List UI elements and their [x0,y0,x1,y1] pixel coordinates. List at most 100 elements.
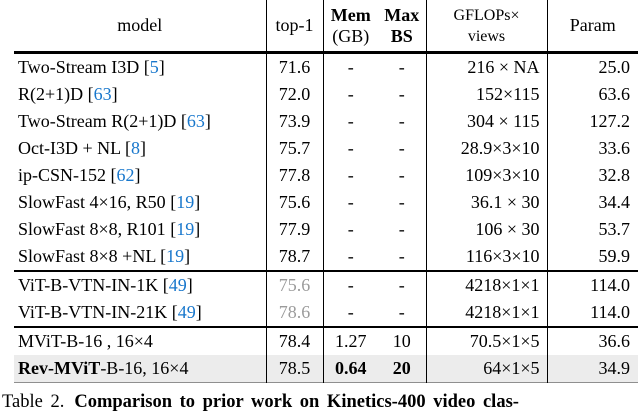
table-row: Two-Stream I3D [5] 71.6- -216 × NA 25.0 [14,52,638,81]
mem-cell: 1.27 [335,331,367,351]
table-row: ViT-B-VTN-IN-21K [49] 78.6- -4218×1×1 114.0 [14,299,638,327]
model-cell: ViT-B-VTN-IN-1K [49] [14,271,267,299]
bs-cell: - [378,52,427,81]
top1-cell: 73.9 [266,108,324,135]
citation-link[interactable]: 19 [176,192,195,212]
bs-cell: - [378,162,427,189]
top1-cell: 75.6 [266,189,324,216]
param-cell: 25.0 [598,57,631,77]
citation-link[interactable]: 19 [176,219,195,239]
cite-bracket-open: [ [180,111,187,131]
model-cell: Two-Stream R(2+1)D [63] [14,108,267,135]
table-row: Two-Stream R(2+1)D [63] 73.9- -304 × 115 12… [14,108,638,135]
cite-bracket-close: ] [186,275,193,295]
top1-cell: 77.8 [266,162,324,189]
model-cell: ViT-B-VTN-IN-21K [49] [14,299,267,327]
param-cell: 59.9 [598,246,631,266]
gflops-cell: 36.1 × 30 [426,189,548,216]
results-table: model top-1 Mem (GB) Max BS GFLOPs× view… [14,0,638,383]
cite-bracket-open: [ [143,57,150,77]
table-caption: Table 2. Comparison to prior work on Kine… [2,392,640,413]
table-row: MViT-B-16 , 16×4 78.4 1.27 10 70.5×1×5 36.6 [14,327,638,355]
gflops-cell: 70.5×1×5 [426,327,548,355]
model-name: SlowFast 4×16, R50 [18,192,171,212]
model-cell: SlowFast 4×16, R50 [19] [14,189,267,216]
col-header-mem-unit: (GB) [332,25,370,46]
model-name-bold: Rev-MViT [18,358,101,378]
table-body: Two-Stream I3D [5] 71.6- -216 × NA 25.0 R(2+… [14,52,638,383]
mem-cell: - [347,84,354,104]
citation-link[interactable]: 49 [177,302,196,322]
col-header-param: Param [569,15,616,35]
model-name: ip-CSN-152 [18,165,111,185]
header-row: model top-1 Mem (GB) Max BS GFLOPs× view… [14,0,638,53]
model-name: ViT-B-VTN-IN-1K [18,275,163,295]
param-cell: 114.0 [590,302,630,322]
cite-bracket-close: ] [184,246,191,266]
bs-cell: - [378,216,427,243]
table-caption-number: Table 2. [2,392,65,412]
model-cell: Rev-MViT-B-16, 16×4 [14,355,267,383]
param-cell: 34.9 [598,358,631,378]
model-cell: MViT-B-16 , 16×4 [14,327,267,355]
top1-cell: 75.6 [266,271,324,299]
gflops-cell: 64×1×5 [426,355,548,383]
gflops-cell: 116×3×10 [426,243,548,271]
table-caption-text: Comparison to prior work on Kinetics-400… [74,392,519,412]
citation-link[interactable]: 19 [166,246,185,266]
model-name: Two-Stream I3D [18,57,144,77]
cite-bracket-close: ] [134,165,141,185]
citation-link[interactable]: 49 [168,275,187,295]
mem-cell: - [347,111,354,131]
cite-bracket-close: ] [158,57,165,77]
col-header-top1: top-1 [266,0,324,53]
model-cell: R(2+1)D [63] [14,81,267,108]
gflops-cell: 28.9×3×10 [426,135,548,162]
citation-link[interactable]: 62 [116,165,135,185]
model-name: R(2+1)D [18,84,88,104]
cite-bracket-open: [ [160,246,167,266]
bs-cell: 20 [378,355,427,383]
bs-cell: - [378,108,427,135]
cite-bracket-open: [ [162,275,169,295]
col-header-gflops-line1: GFLOPs× [453,6,520,24]
table-row: ViT-B-VTN-IN-1K [49] 75.6- -4218×1×1 114.0 [14,271,638,299]
model-cell: ip-CSN-152 [62] [14,162,267,189]
param-cell: 32.8 [598,165,631,185]
param-cell: 33.6 [598,138,631,158]
gflops-cell: 304 × 115 [426,108,548,135]
citation-link[interactable]: 8 [130,138,140,158]
model-name: SlowFast 8×8 +NL [18,246,161,266]
model-name: ViT-B-VTN-IN-21K [18,302,172,322]
bs-cell: - [378,189,427,216]
table-row: SlowFast 4×16, R50 [19] 75.6- -36.1 × 30 34… [14,189,638,216]
mem-cell: - [347,57,354,77]
top1-cell: 75.7 [266,135,324,162]
gflops-cell: 152×115 [426,81,548,108]
top1-cell: 78.4 [266,327,324,355]
bs-cell: - [378,81,427,108]
col-header-model: model [14,0,267,53]
mem-cell: - [347,165,354,185]
bs-cell: - [378,299,427,327]
cite-bracket-open: [ [124,138,131,158]
citation-link[interactable]: 5 [149,57,159,77]
gflops-cell: 216 × NA [426,52,548,81]
gflops-cell: 109×3×10 [426,162,548,189]
col-header-gflops: GFLOPs× views [426,0,548,53]
citation-link[interactable]: 63 [186,111,205,131]
param-cell: 114.0 [590,275,630,295]
gflops-cell: 4218×1×1 [426,271,548,299]
col-header-max-title: Max [384,4,420,25]
model-name: SlowFast 8×8, R101 [18,219,171,239]
table-row: Oct-I3D + NL [8] 75.7- -28.9×3×10 33.6 [14,135,638,162]
cite-bracket-open: [ [110,165,117,185]
mem-cell: - [347,246,354,266]
citation-link[interactable]: 63 [93,84,112,104]
top1-cell: 78.6 [266,299,324,327]
cite-bracket-open: [ [170,219,177,239]
param-cell: 34.4 [598,192,631,212]
cite-bracket-close: ] [195,302,202,322]
cite-bracket-close: ] [139,138,146,158]
